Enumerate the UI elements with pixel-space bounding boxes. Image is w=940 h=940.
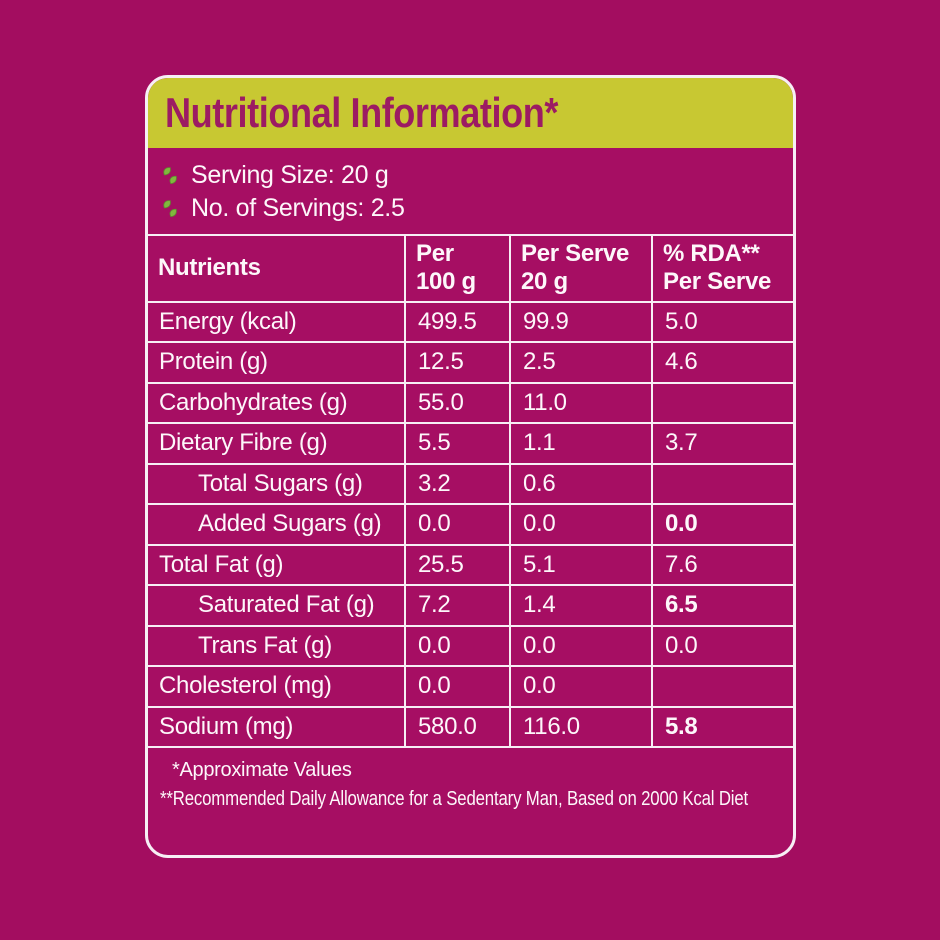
nutrient-name-cell: Added Sugars (g) [148,503,406,546]
table-row: Dietary Fibre (g) 5.5 1.1 3.7 [148,422,793,465]
rda-cell [651,381,793,425]
per-100g-cell: 3.2 [404,462,511,506]
table-row: Total Fat (g) 25.5 5.1 7.6 [148,543,793,587]
per-serve-cell: 1.4 [509,584,653,627]
per-100g-cell: 25.5 [404,543,511,587]
per-serve-cell: 99.9 [509,300,653,344]
nutrient-name-cell: Total Sugars (g) [148,462,406,506]
per-100g-cell: 0.0 [404,665,511,708]
footnote-rda: **Recommended Daily Allowance for a Sede… [160,788,749,811]
nutrient-name-cell: Protein (g) [148,341,406,384]
footnotes-section: *Approximate Values **Recommended Daily … [148,748,793,855]
nutrient-name-cell: Cholesterol (mg) [148,665,406,708]
rda-cell: 6.5 [651,584,793,627]
table-body: Energy (kcal) 499.5 99.9 5.0 Protein (g)… [148,300,793,749]
rda-cell: 0.0 [651,503,793,546]
serving-info-section: Serving Size: 20 g No. of Servings: 2.5 [148,148,793,234]
header-line: Per Serve [521,240,630,267]
per-serve-cell: 0.0 [509,665,653,708]
table-header-row: Nutrients Per 100 g Per Serve 20 g % RDA… [148,234,793,303]
header-line: Per Serve [663,268,772,296]
table-row: Energy (kcal) 499.5 99.9 5.0 [148,300,793,344]
table-row: Total Sugars (g) 3.2 0.6 [148,462,793,506]
table-row: Cholesterol (mg) 0.0 0.0 [148,665,793,708]
nutrition-label-panel: Nutritional Information* Serving Size: 2… [145,75,796,858]
nutrient-name-cell: Sodium (mg) [148,705,406,749]
serving-size-line: Serving Size: 20 g [161,161,793,190]
per-100g-cell: 499.5 [404,300,511,344]
rda-cell: 5.8 [651,705,793,749]
nutrient-name-cell: Dietary Fibre (g) [148,422,406,465]
per-serve-cell: 0.6 [509,462,653,506]
per-serve-cell: 2.5 [509,341,653,384]
per-serve-cell: 11.0 [509,381,653,425]
serving-size-text: Serving Size: 20 g [191,161,389,189]
table-row: Saturated Fat (g) 7.2 1.4 6.5 [148,584,793,627]
rda-cell [651,665,793,708]
table-row: Carbohydrates (g) 55.0 11.0 [148,381,793,425]
per-100g-cell: 0.0 [404,624,511,668]
leaf-icon [161,198,182,219]
per-serve-cell: 5.1 [509,543,653,587]
per-100g-cell: 7.2 [404,584,511,627]
col-header-per-serve: Per Serve 20 g [509,234,653,303]
rda-cell: 0.0 [651,624,793,668]
table-row: Protein (g) 12.5 2.5 4.6 [148,341,793,384]
servings-count-line: No. of Servings: 2.5 [161,194,793,223]
nutrient-name-cell: Total Fat (g) [148,543,406,587]
table-row: Trans Fat (g) 0.0 0.0 0.0 [148,624,793,668]
rda-cell: 3.7 [651,422,793,465]
col-header-nutrients: Nutrients [148,234,406,303]
rda-cell: 7.6 [651,543,793,587]
nutrient-name-cell: Energy (kcal) [148,300,406,344]
leaf-icon [161,165,182,186]
header-line: 20 g [521,268,568,296]
per-100g-cell: 5.5 [404,422,511,465]
per-100g-cell: 580.0 [404,705,511,749]
servings-count-text: No. of Servings: 2.5 [191,194,405,222]
rda-cell [651,462,793,506]
header-line: Nutrients [158,254,261,282]
header-line: 100 g [416,268,476,296]
title-band: Nutritional Information* [148,78,793,148]
rda-cell: 4.6 [651,341,793,384]
label-title: Nutritional Information* [165,89,559,136]
header-line: Per [416,240,454,267]
per-100g-cell: 12.5 [404,341,511,384]
header-line: % RDA** [663,240,760,267]
col-header-rda: % RDA** Per Serve [651,234,793,303]
col-header-per-100g: Per 100 g [404,234,511,303]
per-serve-cell: 1.1 [509,422,653,465]
nutrient-name-cell: Saturated Fat (g) [148,584,406,627]
per-serve-cell: 0.0 [509,503,653,546]
per-100g-cell: 55.0 [404,381,511,425]
per-100g-cell: 0.0 [404,503,511,546]
per-serve-cell: 116.0 [509,705,653,749]
per-serve-cell: 0.0 [509,624,653,668]
table-row: Added Sugars (g) 0.0 0.0 0.0 [148,503,793,546]
nutrient-name-cell: Carbohydrates (g) [148,381,406,425]
table-row: Sodium (mg) 580.0 116.0 5.8 [148,705,793,749]
footnote-approximate: *Approximate Values [172,759,352,782]
nutrition-table: Nutrients Per 100 g Per Serve 20 g % RDA… [148,234,793,749]
rda-cell: 5.0 [651,300,793,344]
nutrient-name-cell: Trans Fat (g) [148,624,406,668]
